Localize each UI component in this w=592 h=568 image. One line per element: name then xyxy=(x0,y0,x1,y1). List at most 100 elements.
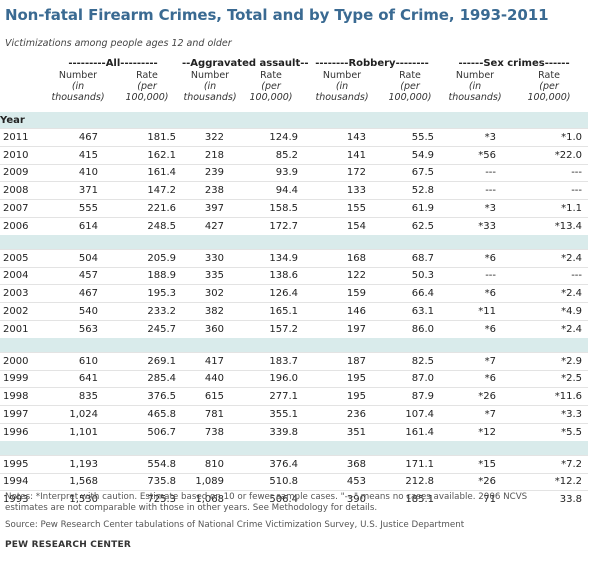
value-cell: 238 xyxy=(182,181,238,200)
table-row: 2000 610 269.1 417 183.7 187 82.5 *7 *2.9 xyxy=(0,351,589,371)
value-cell: 610 xyxy=(44,351,112,371)
robbery-number-header: Number (in thousands) xyxy=(304,70,380,112)
year-cell: 2002 xyxy=(0,302,44,321)
value-cell: --- xyxy=(440,266,511,285)
table-row: 1998 835 376.5 615 277.1 195 87.9 *26 *11.6 xyxy=(0,387,589,406)
value-cell: *7.2 xyxy=(510,454,589,474)
value-cell: *33 xyxy=(440,216,511,235)
value-cell: *2.4 xyxy=(510,248,589,268)
year-header-row: Year xyxy=(0,112,589,129)
value-cell: 1,193 xyxy=(44,454,112,474)
table-row: 1999 641 285.4 440 196.0 195 87.0 *6 *2.5 xyxy=(0,369,589,388)
value-cell: 781 xyxy=(182,405,238,424)
value-cell: 417 xyxy=(182,351,238,371)
value-cell: 134.9 xyxy=(238,248,305,268)
value-cell: 67.5 xyxy=(380,163,441,182)
value-cell: *3 xyxy=(440,128,511,147)
table-row: 1996 1,101 506.7 738 339.8 351 161.4 *12 *5.5 xyxy=(0,422,589,441)
header-label: Rate xyxy=(136,70,158,81)
group-aggravated-assault: --Aggravated assault-- xyxy=(182,57,309,69)
value-cell: *6 xyxy=(440,369,511,388)
value-cell: *5.5 xyxy=(510,422,589,441)
value-cell: 172.7 xyxy=(238,216,305,235)
header-unit: thousands) xyxy=(448,92,502,103)
header-label: Number xyxy=(322,70,362,81)
value-cell: *1.1 xyxy=(510,199,589,218)
group-separator-band xyxy=(0,337,589,353)
group-robbery: --------Robbery-------- xyxy=(315,57,429,69)
table-row: 2011 467 181.5 322 124.9 143 55.5 *3 *1.0 xyxy=(0,128,589,147)
value-cell: 181.5 xyxy=(112,128,182,147)
value-cell: *22.0 xyxy=(510,145,589,165)
assault-rate-header: Rate (per 100,000) xyxy=(238,70,304,112)
group-separator-band xyxy=(0,234,589,250)
year-cell: 2004 xyxy=(0,266,44,285)
value-cell: 410 xyxy=(44,163,112,182)
header-unit: 100,000) xyxy=(527,92,571,103)
table-row: 1995 1,193 554.8 810 376.4 368 171.1 *15 *7.2 xyxy=(0,454,589,474)
value-cell: --- xyxy=(440,181,511,200)
value-cell: 133 xyxy=(304,181,381,200)
value-cell: 465.8 xyxy=(112,405,182,424)
value-cell: 168 xyxy=(304,248,381,268)
notes-line-2: estimates are not comparable with those … xyxy=(5,503,378,513)
value-cell: *6 xyxy=(440,248,511,268)
value-cell: 563 xyxy=(44,319,112,338)
value-cell: *13.4 xyxy=(510,216,589,235)
year-cell: 1999 xyxy=(0,369,44,388)
value-cell: 236 xyxy=(304,405,381,424)
header-unit: (per xyxy=(400,81,420,92)
value-cell: 368 xyxy=(304,454,381,474)
value-cell: 457 xyxy=(44,266,112,285)
value-cell: *26 xyxy=(440,387,511,406)
value-cell: 196.0 xyxy=(238,369,305,388)
value-cell: 183.7 xyxy=(238,351,305,371)
value-cell: 835 xyxy=(44,387,112,406)
value-cell: 1,568 xyxy=(44,472,112,491)
value-cell: 239 xyxy=(182,163,238,182)
value-cell: 143 xyxy=(304,128,381,147)
assault-number-header: Number (in thousands) xyxy=(182,70,238,112)
header-label: Rate xyxy=(260,70,282,81)
value-cell: *12 xyxy=(440,422,511,441)
value-cell: 615 xyxy=(182,387,238,406)
value-cell: *56 xyxy=(440,145,511,165)
value-cell: 376.5 xyxy=(112,387,182,406)
year-cell: 2007 xyxy=(0,199,44,218)
header-unit: (in xyxy=(468,81,482,92)
year-cell: 2000 xyxy=(0,351,44,371)
value-cell: 85.2 xyxy=(238,145,305,165)
value-cell: 212.8 xyxy=(380,472,441,491)
value-cell: *2.9 xyxy=(510,351,589,371)
value-cell: 147.2 xyxy=(112,181,182,200)
value-cell: 376.4 xyxy=(238,454,305,474)
sex-number-header: Number (in thousands) xyxy=(440,70,510,112)
value-cell: *1.0 xyxy=(510,128,589,147)
value-cell: 68.7 xyxy=(380,248,441,268)
value-cell: 355.1 xyxy=(238,405,305,424)
group-sex-crimes: ------Sex crimes------ xyxy=(458,57,570,69)
value-cell: *6 xyxy=(440,284,511,303)
year-cell: 1996 xyxy=(0,422,44,441)
notes-line-1: Notes: *Interpret with caution. Estimate… xyxy=(5,492,528,502)
value-cell: 63.1 xyxy=(380,302,441,321)
value-cell: 172 xyxy=(304,163,381,182)
value-cell: 71 xyxy=(440,490,511,509)
page-title: Non-fatal Firearm Crimes, Total and by T… xyxy=(5,6,549,24)
header-label: Number xyxy=(455,70,495,81)
header-label: Rate xyxy=(538,70,560,81)
value-cell: 221.6 xyxy=(112,199,182,218)
all-rate-header: Rate (per 100,000) xyxy=(112,70,182,112)
value-cell: 415 xyxy=(44,145,112,165)
value-cell: 155 xyxy=(304,199,381,218)
header-unit: (in xyxy=(71,81,85,92)
value-cell: *3.3 xyxy=(510,405,589,424)
year-cell: 2011 xyxy=(0,128,44,147)
value-cell: *2.4 xyxy=(510,284,589,303)
header-label: Number xyxy=(58,70,98,81)
value-cell: 161.4 xyxy=(380,422,441,441)
value-cell: 467 xyxy=(44,128,112,147)
value-cell: 33.8 xyxy=(510,490,589,509)
year-header: Year xyxy=(0,112,589,129)
robbery-rate-header: Rate (per 100,000) xyxy=(380,70,440,112)
